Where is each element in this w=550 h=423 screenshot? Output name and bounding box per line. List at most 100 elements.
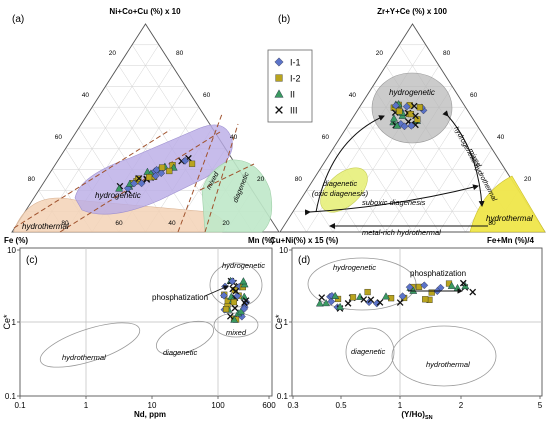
data-point: [414, 116, 421, 123]
data-point: [428, 289, 435, 296]
data-point: [115, 184, 124, 192]
y-tick-label: 1: [284, 318, 289, 327]
data-point: [382, 292, 390, 300]
tick-b-left-40: 40: [349, 92, 357, 99]
x-tick-label: 1: [84, 401, 89, 410]
x-tick-label: 1: [398, 401, 403, 410]
annotation-phosphatization-d: phosphatization: [410, 269, 466, 278]
data-point: [151, 172, 160, 180]
legend-label-i-1: I-1: [290, 58, 301, 68]
x-axis-label-d-sub: SN: [425, 415, 433, 421]
legend-label-i-2: I-2: [290, 74, 301, 84]
data-point: [226, 312, 234, 320]
data-point: [453, 283, 462, 292]
data-point: [389, 118, 398, 126]
y-tick-label: 1: [12, 318, 17, 327]
tick-a-bottom-60: 60: [115, 220, 123, 227]
data-point: [146, 174, 153, 181]
panel-label-d: (d): [298, 255, 310, 266]
tick-b-bottom-80: 80: [488, 220, 496, 227]
apex-label-b: Zr+Y+Ce (%) x 100: [377, 7, 447, 16]
field-label-hydrothermal-a: hydrothermal: [22, 222, 69, 231]
data-point: [360, 296, 368, 303]
x-axis-label-d-main: (Y/Ho): [401, 410, 425, 419]
y-tick-label: 10: [279, 246, 288, 255]
x-tick-label: 600: [262, 401, 276, 410]
dashed-line-a3: [177, 113, 223, 233]
data-point: [447, 281, 456, 289]
field-label-hydrogenetic-c: hydrogenetic: [222, 261, 265, 270]
panel-d: phosphatization (d) hydrogenetic diagene…: [274, 246, 543, 421]
y-tick-label: 10: [7, 246, 16, 255]
x-tick-label: 100: [211, 401, 225, 410]
data-point: [344, 300, 352, 307]
dashed-line-a1: [13, 129, 171, 229]
x-tick-label: 0.1: [14, 401, 26, 410]
tick-b-right-20: 20: [524, 176, 532, 183]
corner-label-a-left: Fe (%): [4, 236, 28, 245]
field-label-hydrogenetic-d: hydrogenetic: [333, 263, 376, 272]
legend-marker-iii: [275, 106, 283, 114]
data-point: [391, 101, 400, 110]
field-label-hydrothermal-d: hydrothermal: [426, 360, 470, 369]
field-diagenetic-c: [156, 320, 214, 356]
field-diagenetic-a: [201, 159, 273, 233]
data-point: [412, 112, 419, 120]
field-diagenetic-d: [345, 327, 395, 377]
grid-c: [20, 248, 272, 396]
data-point: [231, 304, 239, 312]
y-tick-label: 0.1: [5, 392, 17, 401]
tick-a-left-40: 40: [82, 92, 90, 99]
data-point: [393, 121, 402, 129]
data-point: [166, 167, 173, 175]
annotation-phosphatization-c: phosphatization: [152, 293, 208, 302]
data-point: [327, 297, 336, 306]
ticks-d: 0.3 0.5 1 2 5 0.1 1 10: [277, 246, 543, 410]
data-point: [318, 294, 326, 301]
data-point: [157, 169, 166, 178]
legend-label-ii: II: [290, 90, 295, 100]
data-point: [241, 299, 248, 307]
data-point: [390, 114, 398, 122]
data-point: [322, 299, 331, 307]
data-points-a: [115, 154, 196, 194]
data-point: [367, 296, 375, 304]
data-point: [315, 299, 324, 307]
ternary-gridline: [293, 211, 307, 233]
tick-a-left-80: 80: [28, 176, 36, 183]
field-hydrothermal-d: [391, 325, 497, 387]
tick-a-right-60: 60: [203, 92, 211, 99]
data-point: [410, 102, 418, 110]
data-point: [188, 160, 196, 167]
data-points-c: [219, 276, 251, 323]
corner-label-b-left: Cu+Ni(%) x 15 (%): [270, 236, 339, 245]
corner-label-b-right: Fe+Mn (%)/4: [487, 236, 534, 245]
data-point: [240, 304, 249, 313]
tick-a-bottom-80: 80: [61, 220, 69, 227]
legend-label-iii: III: [290, 106, 298, 116]
corner-label-a-right: Mn (%): [248, 236, 275, 245]
tick-a-left-20: 20: [109, 50, 117, 57]
dashed-line-a5: [199, 163, 255, 191]
arrow-suboxic-diagenesis-b: [304, 184, 479, 216]
data-point: [336, 302, 345, 310]
panel-a: (a) Ni+Co+Cu (%) x 10 Fe (%) Mn (%) hydr…: [4, 7, 280, 245]
x-axis-label-c: Nd, ppm: [134, 410, 166, 419]
field-label-hydrothermal-b: hydrothermal: [486, 214, 533, 223]
field-mixed-c: [213, 312, 259, 338]
data-point: [158, 164, 166, 171]
field-label-hydrothermal-c: hydrothermal: [62, 353, 106, 362]
tick-a-bottom-40: 40: [168, 220, 176, 227]
data-point: [459, 279, 467, 287]
arrow-label-suboxic-diagenesis-b: suboxic diagenesis: [362, 198, 426, 207]
data-point: [222, 306, 230, 313]
dashed-line-a4: [204, 123, 239, 233]
data-points-b: [389, 100, 428, 131]
x-tick-label: 5: [538, 401, 543, 410]
data-point: [376, 299, 384, 306]
data-point: [415, 283, 423, 290]
data-point: [219, 291, 228, 300]
y-axis-label-c: Ce*: [2, 314, 12, 330]
data-point: [229, 285, 237, 293]
panel-label-a: (a): [12, 14, 24, 25]
